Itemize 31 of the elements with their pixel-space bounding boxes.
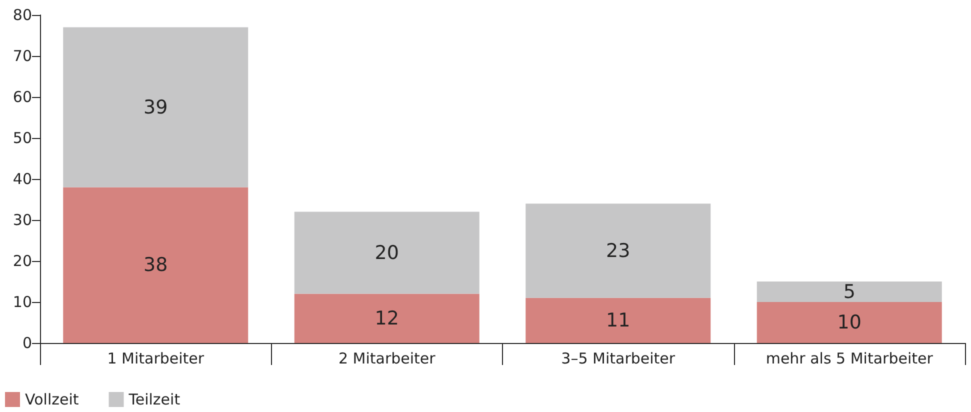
data-label: 39	[144, 96, 168, 118]
x-tick-label: mehr als 5 Mitarbeiter	[766, 350, 934, 368]
legend-label: Vollzeit	[25, 390, 79, 408]
data-label: 10	[837, 312, 862, 334]
bar	[294, 294, 480, 343]
y-tick-label: 60	[12, 88, 32, 106]
data-label: 12	[374, 307, 399, 330]
data-label: 5	[843, 280, 856, 303]
y-tick-label: 80	[12, 6, 32, 24]
y-tick-label: 30	[12, 211, 32, 229]
bar	[294, 212, 480, 294]
y-tick-label: 50	[12, 129, 32, 147]
bar	[63, 187, 248, 343]
data-label: 38	[144, 254, 168, 276]
y-tick-label: 10	[12, 293, 32, 311]
bar	[63, 27, 248, 188]
y-tick-label: 0	[22, 334, 32, 352]
bar	[756, 282, 942, 302]
bar	[526, 204, 711, 298]
x-tick-label: 1 Mitarbeiter	[107, 350, 205, 368]
data-label: 11	[606, 309, 630, 332]
data-label: 20	[374, 242, 399, 264]
bar	[526, 298, 711, 343]
legend-label: Teilzeit	[128, 390, 180, 408]
y-tick-label: 70	[12, 47, 32, 65]
y-tick-label: 20	[12, 252, 32, 270]
x-tick-label: 2 Mitarbeiter	[338, 350, 436, 368]
bar	[756, 302, 942, 343]
data-label: 23	[606, 240, 630, 262]
y-tick-label: 40	[12, 170, 32, 188]
x-tick-label: 3–5 Mitarbeiter	[561, 350, 676, 368]
